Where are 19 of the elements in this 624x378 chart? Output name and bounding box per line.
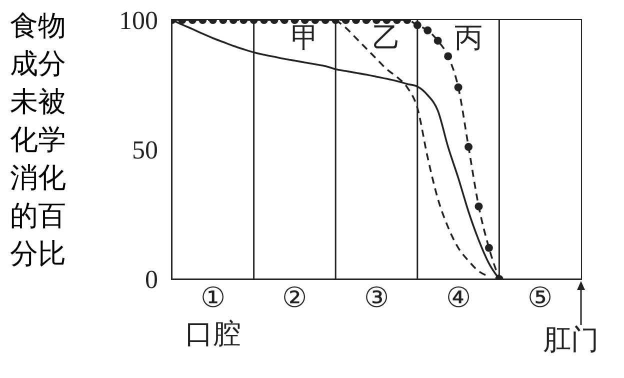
x-tick-label: ②: [282, 282, 308, 314]
point: [484, 244, 493, 252]
point: [464, 142, 473, 151]
y-axis-title: 食物成分未被化学消化的百分比: [10, 10, 67, 272]
point: [474, 202, 483, 210]
point: [444, 52, 452, 60]
text: 口腔: [184, 319, 242, 351]
series-label: 丙: [454, 23, 483, 54]
series-label: 甲: [290, 23, 319, 54]
y-tick-label: 100: [119, 6, 158, 36]
x-tick-label: ①: [200, 282, 226, 314]
y-tick-label: 0: [145, 265, 158, 294]
x-tick-label: ③: [364, 282, 389, 314]
series-label: 乙: [372, 23, 401, 54]
x-tick-label: ④: [446, 282, 471, 314]
x-tick-label: ⑤: [528, 282, 553, 314]
text: 肛门: [543, 325, 599, 357]
y-tick-label: 50: [132, 136, 158, 165]
point: [454, 83, 462, 92]
